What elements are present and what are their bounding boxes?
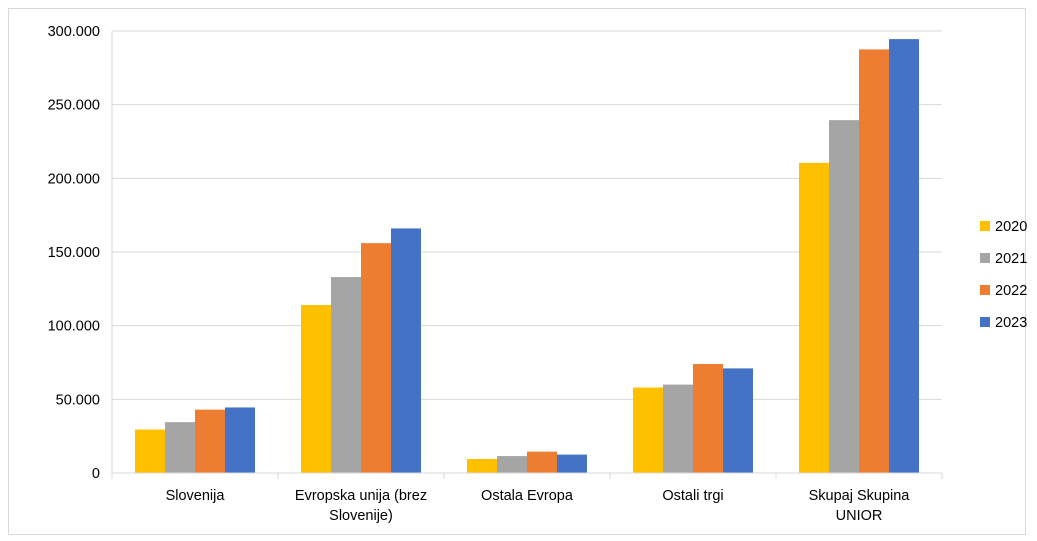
bar-2022-0 xyxy=(195,409,225,473)
bar-2020-2 xyxy=(467,459,497,473)
bar-2020-3 xyxy=(633,387,663,473)
y-tick-label: 200.000 xyxy=(48,171,100,187)
legend-swatch-2023 xyxy=(980,317,990,327)
bar-2021-4 xyxy=(829,120,859,474)
category-label: Evropska unija (brez xyxy=(295,488,427,504)
axes xyxy=(111,31,943,479)
category-label: Skupaj Skupina xyxy=(809,488,911,504)
bar-2020-4 xyxy=(799,162,829,473)
bar-2021-2 xyxy=(497,456,527,473)
bar-2021-3 xyxy=(663,384,693,473)
bar-2023-2 xyxy=(557,454,587,473)
y-tick-label: 50.000 xyxy=(56,392,100,408)
category-label: Ostali trgi xyxy=(662,488,723,504)
y-tick-label: 100.000 xyxy=(48,319,100,335)
legend-label-2021: 2021 xyxy=(995,251,1027,267)
bar-2020-1 xyxy=(301,305,331,473)
category-label: Slovenije) xyxy=(329,508,393,524)
legend-label-2023: 2023 xyxy=(995,315,1027,331)
bar-2021-1 xyxy=(331,277,361,473)
bar-chart: 0 50.000 100.000 150.000 200.000 250.000 300.0… xyxy=(48,24,1028,524)
y-tick-label: 0 xyxy=(92,466,100,482)
bar-2023-0 xyxy=(225,407,255,473)
y-tick-label: 250.000 xyxy=(48,98,100,114)
bars xyxy=(135,39,919,474)
bar-2023-4 xyxy=(889,39,919,473)
legend: 2020 2021 2022 2023 xyxy=(980,219,1027,331)
bar-2022-2 xyxy=(527,451,557,473)
bar-2022-4 xyxy=(859,49,889,474)
category-label: Ostala Evropa xyxy=(481,488,574,504)
category-label: Slovenija xyxy=(166,488,226,504)
x-axis-category-labels: Slovenija Evropska unija (brez Slovenije) O… xyxy=(166,488,911,524)
y-axis-tick-labels: 0 50.000 100.000 150.000 200.000 250.000 300.0… xyxy=(48,24,100,482)
legend-label-2022: 2022 xyxy=(995,283,1027,299)
bar-2022-3 xyxy=(693,363,723,473)
chart-area: 0 50.000 100.000 150.000 200.000 250.000 300.0… xyxy=(8,8,1028,535)
legend-label-2020: 2020 xyxy=(995,219,1027,235)
legend-swatch-2022 xyxy=(980,285,990,295)
y-tick-label: 150.000 xyxy=(48,245,100,261)
bar-2023-1 xyxy=(391,228,421,473)
bar-2020-0 xyxy=(135,429,165,473)
y-tick-label: 300.000 xyxy=(48,24,100,40)
bar-2022-1 xyxy=(361,243,391,473)
legend-swatch-2020 xyxy=(980,221,990,231)
legend-swatch-2021 xyxy=(980,253,990,263)
category-label: UNIOR xyxy=(836,508,883,524)
bar-2023-3 xyxy=(723,368,753,473)
bar-2021-0 xyxy=(165,422,195,473)
